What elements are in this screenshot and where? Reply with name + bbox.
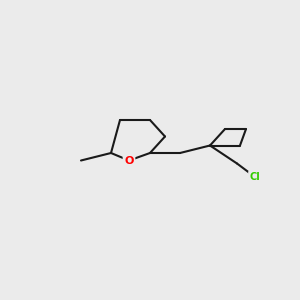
Text: O: O	[124, 155, 134, 166]
Text: Cl: Cl	[250, 172, 260, 182]
